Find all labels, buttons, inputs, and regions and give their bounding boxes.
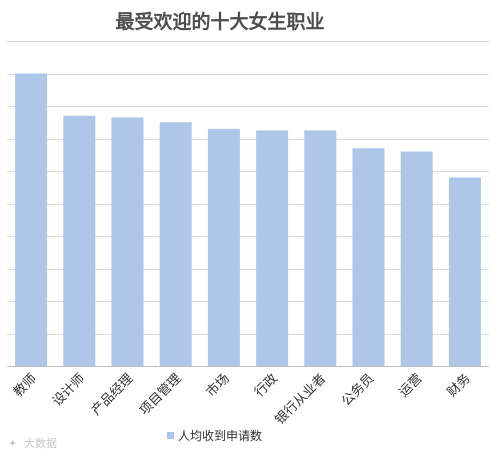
watermark: 大数据 ✦: [8, 436, 57, 450]
bar-0: [15, 73, 48, 366]
legend-swatch: [167, 432, 174, 439]
x-tick-label: 银行从业者: [273, 371, 330, 428]
legend-label: 人均收到申请数: [178, 428, 262, 443]
x-tick-label: 教师: [10, 371, 40, 401]
bar-4: [207, 128, 240, 367]
bar-5: [256, 130, 289, 366]
bar-6: [304, 130, 337, 366]
watermark-text: 大数据: [24, 436, 57, 450]
x-tick-label: 运营: [397, 371, 426, 400]
bar-8: [400, 151, 433, 366]
bars: [15, 73, 481, 367]
x-tick-label: 公务员: [338, 371, 377, 410]
legend: 人均收到申请数: [167, 428, 262, 443]
bar-7: [352, 148, 385, 367]
bar-3: [159, 122, 192, 367]
chart-title: 最受欢迎的十大女生职业: [115, 10, 324, 33]
x-tick-label: 行政: [252, 371, 281, 400]
x-tick-label: 财务: [444, 371, 474, 401]
bar-1: [63, 115, 96, 367]
bar-2: [111, 117, 144, 367]
x-tick-label: 设计师: [50, 371, 88, 409]
x-tick-label: 项目管理: [137, 371, 184, 418]
bar-9: [448, 177, 481, 366]
x-tick-label: 产品经理: [89, 371, 136, 418]
watermark-icon: ✦: [8, 437, 17, 450]
x-tick-label: 市场: [203, 371, 233, 401]
